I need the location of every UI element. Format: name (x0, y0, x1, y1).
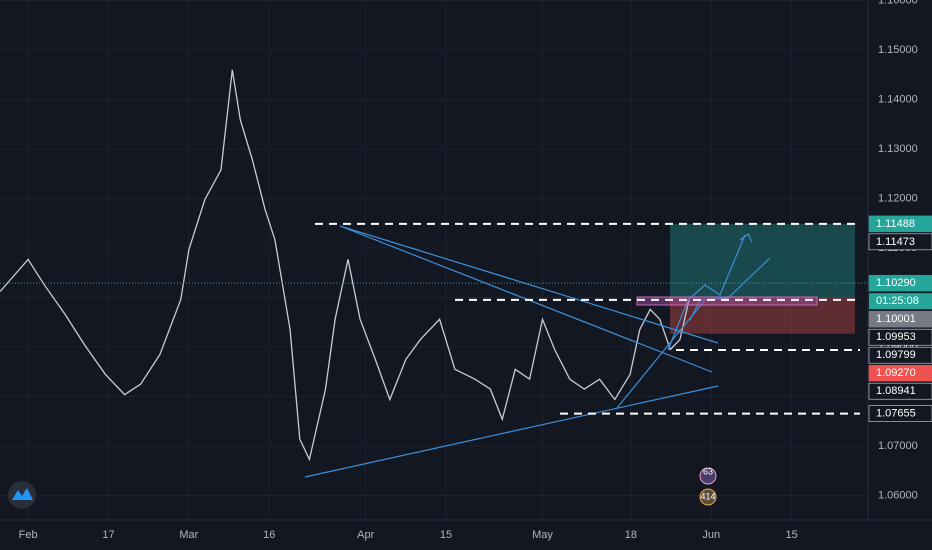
x-tick-label: 15 (786, 529, 798, 541)
logo (8, 481, 36, 509)
price-line (0, 69, 691, 462)
x-tick-label: 16 (263, 529, 275, 541)
y-tick-label: 1.14000 (878, 93, 918, 105)
event-label: 63 (703, 466, 713, 476)
event-icon (699, 467, 717, 485)
price-label: 1.09799 (876, 349, 916, 361)
x-tick-label: 15 (440, 529, 452, 541)
price-label: 1.08941 (876, 385, 916, 397)
price-label-box (868, 346, 932, 364)
projection-arrow (667, 234, 746, 351)
x-tick-label: Jun (702, 529, 720, 541)
countdown-box (869, 293, 932, 310)
plot (0, 69, 691, 462)
event-label: 414 (700, 491, 715, 501)
logo-mark (12, 488, 33, 500)
price-label: 1.09953 (876, 331, 916, 343)
price-label: 1.09270 (876, 367, 916, 379)
y-tick-label: 1.15000 (878, 44, 918, 56)
countdown: 01:25:08 (876, 295, 919, 307)
position-zones (670, 223, 855, 334)
trendline (339, 225, 719, 344)
stop-zone (670, 297, 855, 334)
axes: 1.060001.070001.080001.090001.100001.110… (19, 0, 932, 541)
x-tick-label: May (532, 529, 553, 541)
arrow-head (739, 233, 753, 243)
y-tick-label: 1.07000 (878, 440, 918, 452)
y-tick-label: 1.13000 (878, 143, 918, 155)
x-tick-label: Mar (179, 529, 198, 541)
price-label-box (868, 310, 932, 328)
x-tick-label: 17 (102, 529, 114, 541)
price-label-box (868, 233, 932, 251)
price-label-box (868, 274, 932, 292)
price-label-box (868, 382, 932, 400)
overlay (0, 222, 868, 415)
price-label: 1.10290 (876, 277, 916, 289)
x-tick-label: Apr (357, 529, 374, 541)
grid (0, 0, 868, 520)
y-tick-label: 1.12000 (878, 192, 918, 204)
trendline (304, 385, 719, 478)
price-label: 1.10001 (876, 313, 916, 325)
price-label-box (868, 405, 932, 422)
y-tick-label: 1.06000 (878, 489, 918, 501)
price-label-box (868, 215, 932, 233)
x-tick-label: Feb (19, 529, 38, 541)
target-zone (670, 223, 855, 298)
price-label: 1.07655 (876, 408, 916, 420)
price-label-box (868, 328, 932, 346)
price-label: 1.11488 (876, 218, 915, 230)
x-tick-label: 18 (625, 529, 637, 541)
price-label-box (868, 364, 932, 382)
highlight-box (636, 296, 818, 306)
price-label: 1.11473 (876, 236, 915, 248)
y-tick-label: 1.16000 (878, 0, 918, 6)
event-icon (699, 488, 717, 506)
